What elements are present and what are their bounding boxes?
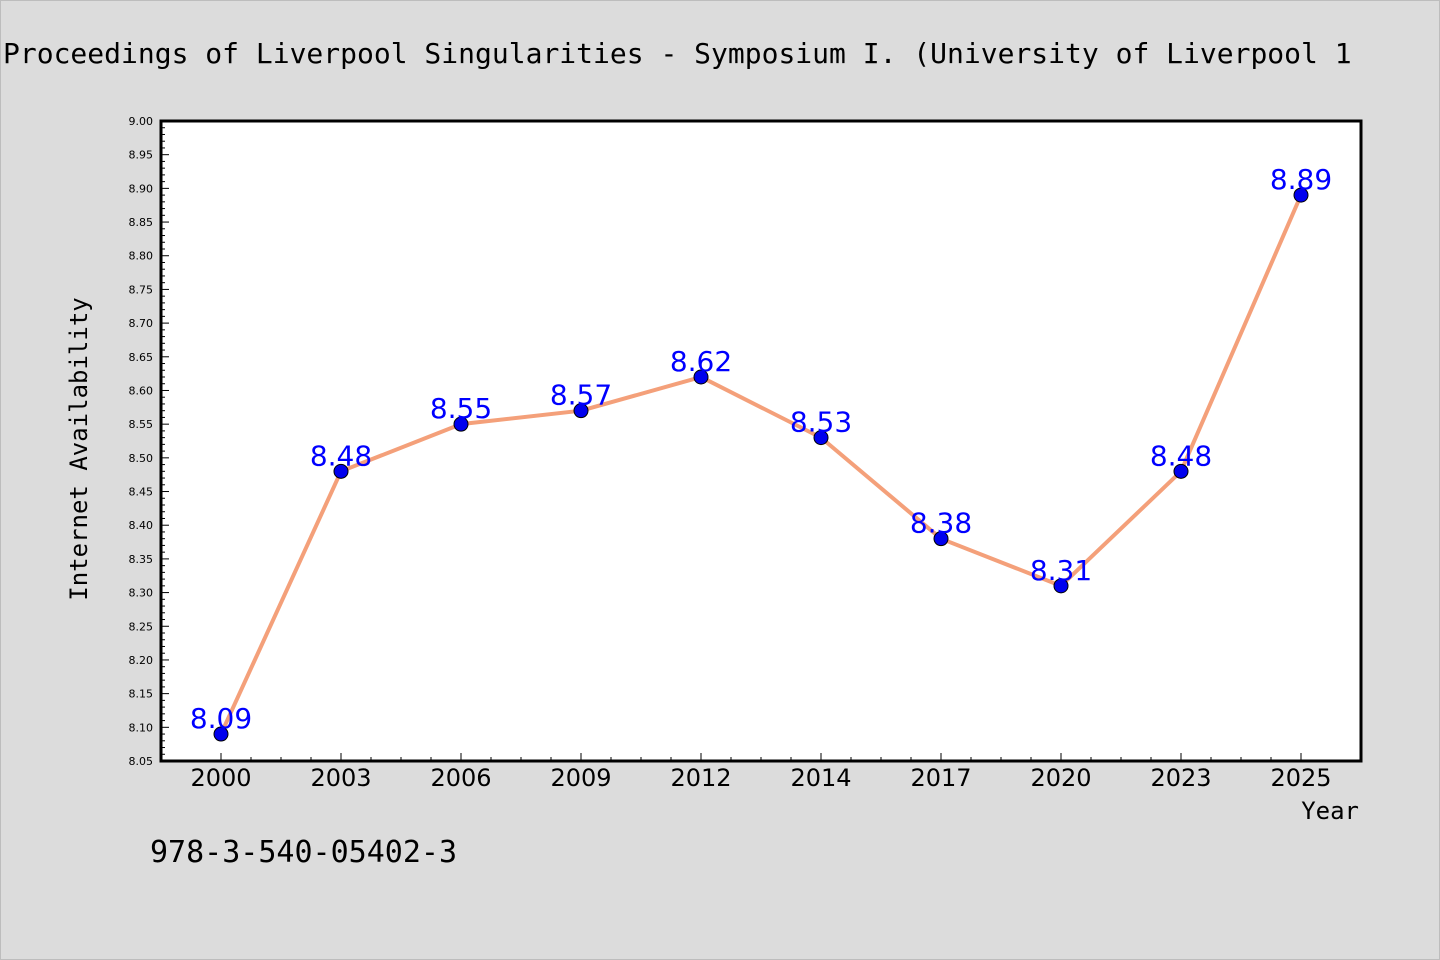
y-tick-label: 8.85 <box>129 216 154 229</box>
plot-frame <box>159 119 1363 763</box>
x-tick-label: 2025 <box>1270 764 1331 792</box>
y-tick-label: 8.45 <box>129 486 154 499</box>
data-label: 8.53 <box>790 406 852 439</box>
data-label: 8.48 <box>310 439 372 472</box>
data-point <box>1173 463 1189 479</box>
y-tick-label: 8.95 <box>129 149 154 162</box>
y-tick-label: 8.30 <box>129 587 154 600</box>
y-tick-label: 8.25 <box>129 620 154 633</box>
data-label: 8.38 <box>910 507 972 540</box>
data-point <box>1293 187 1309 203</box>
y-tick-label: 8.80 <box>129 250 154 263</box>
data-label: 8.09 <box>190 702 252 735</box>
data-label: 8.31 <box>1030 554 1092 587</box>
x-tick-label: 2014 <box>790 764 851 792</box>
data-label: 8.57 <box>550 379 612 412</box>
x-tick-label: 2012 <box>670 764 731 792</box>
x-tick-label: 2023 <box>1150 764 1211 792</box>
y-tick-label: 9.00 <box>129 115 154 128</box>
x-tick-label: 2000 <box>190 764 251 792</box>
y-axis-label: Internet Availability <box>65 297 93 601</box>
y-tick-label: 8.65 <box>129 351 154 364</box>
y-tick-label: 8.20 <box>129 654 154 667</box>
data-label: 8.48 <box>1150 439 1212 472</box>
x-tick-label: 2020 <box>1030 764 1091 792</box>
x-axis-label: Year <box>1301 797 1359 825</box>
isbn-footer: 978-3-540-05402-3 <box>150 835 458 870</box>
y-tick-label: 8.60 <box>129 384 154 397</box>
x-tick-label: 2003 <box>310 764 371 792</box>
data-point <box>333 463 349 479</box>
data-point <box>813 430 829 446</box>
data-point <box>693 369 709 385</box>
x-tick-label: 2006 <box>430 764 491 792</box>
plot-area <box>161 121 1361 761</box>
data-point <box>573 403 589 419</box>
y-tick-label: 8.55 <box>129 418 154 431</box>
data-point <box>453 416 469 432</box>
data-point <box>933 531 949 547</box>
y-tick-label: 8.90 <box>129 182 154 195</box>
y-tick-label: 8.75 <box>129 283 154 296</box>
chart-title: Proceedings of Liverpool Singularities -… <box>3 37 1352 70</box>
data-point <box>213 726 229 742</box>
data-point <box>1053 578 1069 594</box>
data-label: 8.55 <box>430 392 492 425</box>
y-tick-label: 8.05 <box>129 755 154 768</box>
y-tick-label: 8.10 <box>129 721 154 734</box>
series-line <box>219 193 1303 737</box>
y-tick-label: 8.35 <box>129 553 154 566</box>
y-tick-label: 8.70 <box>129 317 154 330</box>
x-tick-label: 2017 <box>910 764 971 792</box>
y-tick-label: 8.40 <box>129 519 154 532</box>
x-tick-label: 2009 <box>550 764 611 792</box>
data-label: 8.89 <box>1270 163 1332 196</box>
y-tick-label: 8.15 <box>129 688 154 701</box>
y-tick-label: 8.50 <box>129 452 154 465</box>
data-label: 8.62 <box>670 345 732 378</box>
